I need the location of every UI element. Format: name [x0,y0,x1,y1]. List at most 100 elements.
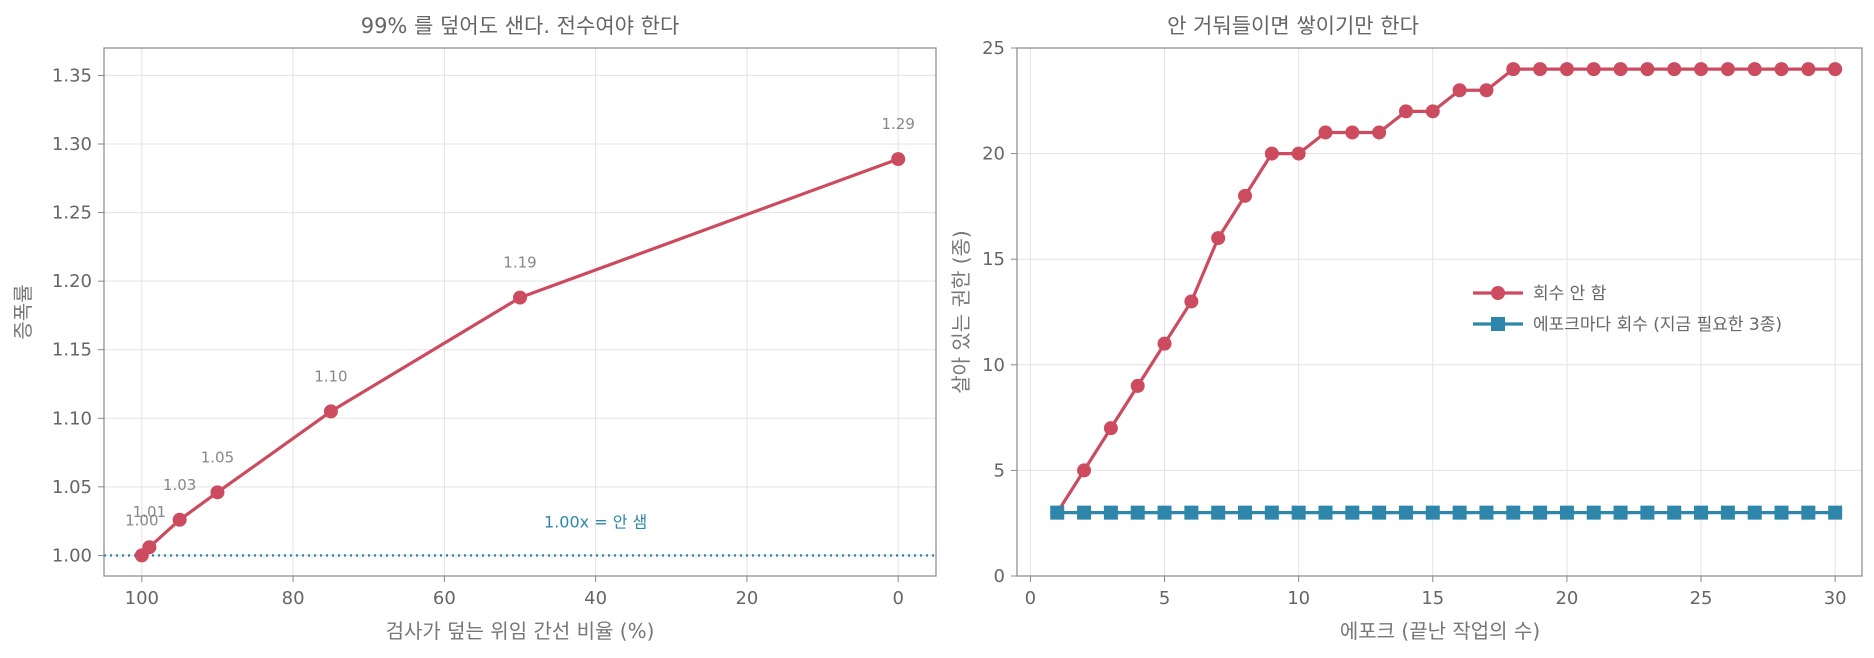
chart2-series-no-revoke-points [1050,62,1843,520]
chart2-point-circle [1533,62,1548,77]
chart1-data-label: 1.00 [125,511,158,529]
chart2-point-square [1640,505,1655,520]
chart2-xlabel: 에포크 (끝난 작업의 수) [1340,619,1540,643]
chart2-point-circle [1264,146,1279,161]
chart2-point-circle [1372,125,1387,140]
chart2-point-circle [1694,62,1709,77]
legend-no-revoke-label: 회수 안 함 [1533,284,1607,304]
chart2-ytick-label: 20 [982,144,1005,165]
chart2-point-circle [1157,336,1172,351]
chart2-ytick-label: 25 [982,38,1005,59]
chart1-x-ticks: 100 80 60 40 20 0 [125,576,904,609]
chart1-point [513,290,527,305]
chart2-ylabel: 살아 있는 권한 (종) [949,230,973,393]
chart2-point-circle [1425,104,1440,119]
chart1-point [323,404,338,419]
chart2-point-square [1238,505,1253,520]
chart1-reference-label: 1.00x = 안 샘 [544,512,647,531]
chart2-point-square [1398,505,1413,520]
chart2-point-square [1533,505,1548,520]
chart2-point-circle [1640,62,1655,77]
chart1-ytick-label: 1.20 [52,271,92,292]
chart1-title: 99% 를 덮어도 샌다. 전수여야 한다 [361,14,680,38]
chart2-xtick-label: 30 [1824,588,1847,609]
chart1-data-label: 1.05 [201,448,234,466]
chart2-series-no-revoke-line [1055,67,1836,514]
chart2-point-square [1184,505,1199,520]
chart1-grid [104,48,936,576]
chart1-xtick-label: 20 [735,588,758,609]
chart1-ytick-label: 1.25 [52,203,92,224]
chart2-point-square [1211,505,1226,520]
chart2-point-circle [1077,463,1092,478]
chart2-point-square [1372,505,1387,520]
chart2-point-circle [1506,62,1521,77]
chart1-ytick-label: 1.10 [52,408,92,429]
chart2-point-circle [1103,421,1118,436]
chart2-xtick-label: 0 [1025,588,1036,609]
chart1-ylabel: 증폭률 [11,284,35,339]
chart2-point-square [1264,505,1279,520]
chart2-point-circle [1801,62,1816,77]
chart2-point-circle [1318,125,1333,140]
chart2-title: 안 거둬들이면 쌓이기만 한다 [1167,14,1419,38]
chart2-point-square [1130,505,1145,520]
chart2-point-circle [1479,83,1494,98]
chart2-point-square [1452,505,1467,520]
chart2-legend: 회수 안 함 에포크마다 회수 (지금 필요한 3종) [1473,284,1782,335]
chart2-point-square [1506,505,1521,520]
chart2-point-square [1157,505,1172,520]
chart2-point-circle [1130,378,1145,393]
chart2-ytick-label: 0 [994,566,1005,587]
chart2-point-square [1747,505,1762,520]
chart2-point-square [1050,505,1065,520]
chart1-data-label: 1.10 [314,367,347,385]
chart2-point-square [1613,505,1628,520]
chart1-data-label: 1.01 [133,503,166,521]
chart2-point-circle [1211,231,1226,246]
chart1-data-label: 1.29 [881,115,914,133]
chart2-y-ticks: 0 5 10 15 20 25 [982,38,1017,587]
chart2-point-square [1559,505,1574,520]
chart2-point-circle [1559,62,1574,77]
chart1-points [134,152,906,563]
chart2-point-circle [1613,62,1628,77]
chart2-point-circle [1238,188,1253,203]
chart1-xtick-label: 40 [584,588,607,609]
chart1-point [172,512,187,527]
chart2-point-circle [1667,62,1682,77]
chart2-ytick-label: 10 [982,355,1005,376]
chart1-data-label: 1.03 [163,476,196,494]
chart2-point-square [1828,505,1843,520]
chart1-xlabel: 검사가 덮는 위임 간선 비율 (%) [386,619,655,643]
chart2-point-square [1479,505,1494,520]
chart2-point-square [1694,505,1709,520]
chart1-data-label: 1.19 [503,254,536,272]
chart-amplification: 99% 를 덮어도 샌다. 전수여야 한다 1.00x = 안 샘 1.001.… [11,14,937,643]
chart2-xtick-label: 10 [1287,588,1310,609]
chart2-xtick-label: 5 [1159,588,1170,609]
chart2-xtick-label: 20 [1555,588,1578,609]
chart2-point-square [1318,505,1333,520]
chart1-ytick-label: 1.00 [52,545,92,566]
chart2-point-square [1774,505,1789,520]
legend-revoke-label: 에포크마다 회수 (지금 필요한 3종) [1533,315,1782,335]
chart2-xtick-label: 15 [1421,588,1444,609]
chart1-xtick-label: 80 [282,588,305,609]
chart2-point-circle [1747,62,1762,77]
chart1-data-labels: 1.001.01 1.03 1.05 1.10 1.19 1.29 [125,115,915,529]
chart1-series-line [140,157,899,557]
chart1-y-ticks: 1.00 1.05 1.10 1.15 1.20 1.25 1.30 1.35 [52,65,104,566]
chart1-ytick-label: 1.05 [52,477,92,498]
chart1-xtick-label: 100 [125,588,159,609]
chart1-xtick-label: 0 [892,588,903,609]
chart2-x-ticks: 0 5 10 15 20 25 30 [1025,576,1847,609]
chart2-point-square [1291,505,1306,520]
chart2-point-circle [1291,146,1306,161]
chart2-point-square [1720,505,1735,520]
chart2-point-circle [1586,62,1601,77]
chart2-point-circle [1720,62,1735,77]
chart2-grid [1017,47,1862,577]
chart2-point-square [1077,505,1092,520]
